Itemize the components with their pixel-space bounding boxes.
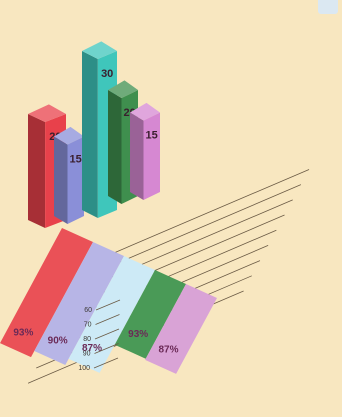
bar-top	[28, 104, 66, 122]
bar-side	[28, 114, 46, 228]
bar-front	[67, 136, 84, 224]
floor-grid-line	[93, 169, 310, 263]
bar-front	[143, 112, 160, 200]
bar-value-label: 30	[101, 68, 113, 80]
percentage-label: 90%	[48, 335, 68, 346]
bar-value-label: 15	[145, 130, 157, 142]
floor-tick-line	[93, 357, 119, 369]
percentage-label: 93%	[128, 329, 148, 340]
bar-top	[130, 102, 160, 121]
percentage-strip	[145, 284, 217, 374]
percentage-label: 87%	[158, 344, 178, 355]
percentage-strip	[68, 256, 155, 373]
floor-tick-label: 70	[84, 322, 92, 329]
bar-side	[54, 136, 68, 224]
bars-3d: 2015302015	[28, 41, 160, 228]
percentage-strip	[114, 270, 186, 359]
bar-top	[108, 80, 138, 98]
floor-tick-line	[94, 328, 120, 340]
percentage-label: 93%	[13, 327, 33, 338]
floor-tick-line	[95, 299, 121, 311]
percentage-strip	[0, 228, 93, 358]
floor-tick-label: 80	[83, 336, 91, 343]
floor-tick-label: 90	[83, 351, 91, 358]
percentage-strip	[34, 242, 124, 365]
floor-tick-label: 60	[84, 307, 92, 314]
floor-tick-line	[95, 314, 120, 325]
bar-top	[54, 126, 84, 145]
floor-tick-line	[94, 343, 119, 354]
bar: 15	[54, 126, 84, 224]
bar-side	[108, 90, 122, 204]
bar: 15	[130, 102, 160, 200]
corner-mark	[318, 0, 338, 14]
percentage-strips: 93% 90% 87% 93% 87%	[0, 228, 217, 374]
floor-tick-label: 100	[78, 365, 90, 372]
bar-side	[82, 51, 98, 218]
bar-side	[130, 112, 144, 200]
bar-value-label: 15	[69, 154, 81, 166]
percentage-label: 87%	[82, 343, 102, 354]
bar-top	[82, 41, 117, 59]
floor-tick-labels: 60 70 80 90 100	[78, 299, 121, 372]
